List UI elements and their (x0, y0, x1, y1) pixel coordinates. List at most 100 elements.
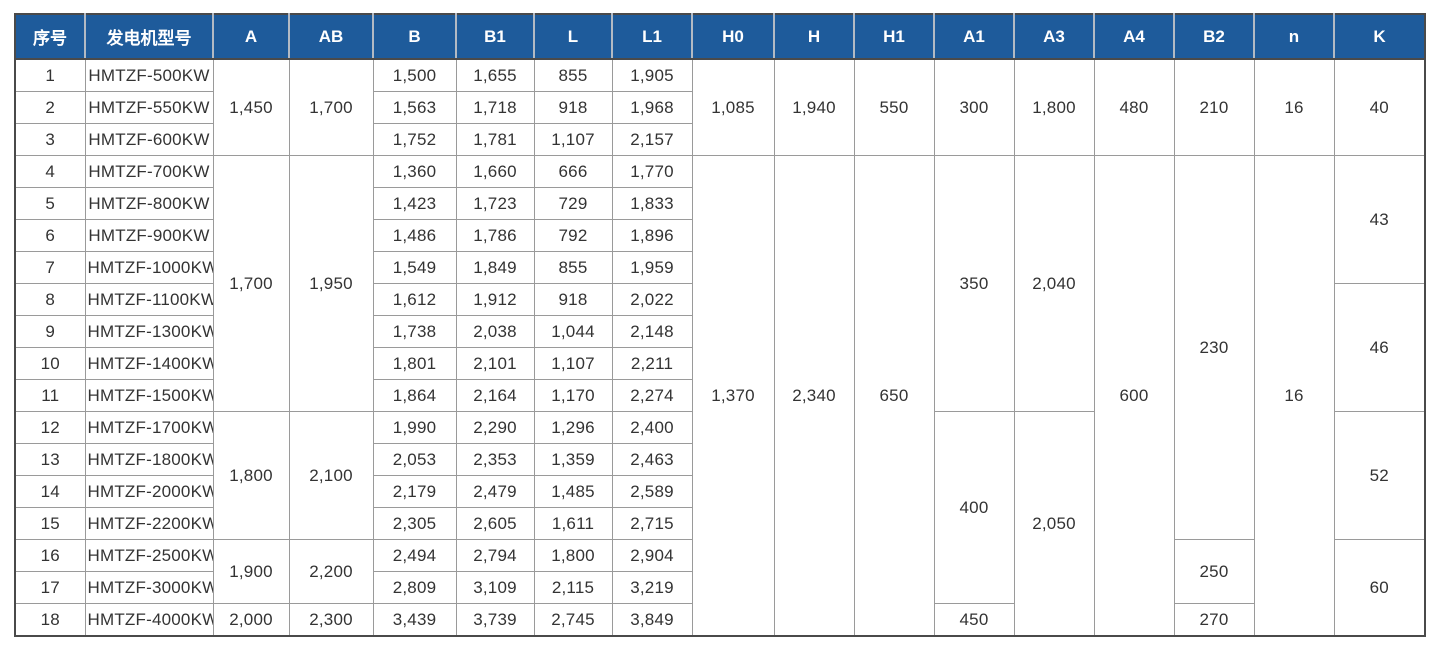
cell-B2: 270 (1173, 603, 1255, 637)
cell-B1: 3,109 (455, 571, 535, 604)
cell-index: 18 (14, 603, 86, 637)
cell-L: 1,107 (533, 123, 613, 156)
cell-A: 1,800 (212, 411, 290, 540)
cell-B1: 2,605 (455, 507, 535, 540)
cell-A3: 2,040 (1013, 155, 1095, 412)
table-row: 13 HMTZF-1800KW 2,053 2,353 1,359 2,463 (14, 443, 1425, 476)
table-row: 12 HMTZF-1700KW 1,800 2,100 1,990 2,290 1,296 2… (14, 411, 1426, 637)
cell-K: 60 (1333, 539, 1426, 637)
cell-L1: 1,968 (611, 91, 693, 124)
column-header-model: 发电机型号 (84, 14, 213, 60)
generator-dimensions-table: 序号 发电机型号 A AB B B1 L L1 H0 H H1 A1 A3 A4 B2 n K 1 HMTZF-5… (14, 13, 1426, 637)
cell-H0: 1,085 (691, 58, 775, 156)
cell-B1: 1,723 (455, 187, 535, 220)
cell-L1: 2,022 (611, 283, 693, 316)
cell-model: HMTZF-550KW (84, 91, 214, 124)
cell-B: 1,500 (372, 58, 457, 92)
column-header-A: A (212, 14, 289, 60)
cell-L: 1,296 (533, 411, 613, 444)
table-header: 序号 发电机型号 A AB B B1 L L1 H0 H H1 A1 A3 A4 B2 n K (15, 14, 1425, 60)
cell-model: HMTZF-900KW (84, 219, 214, 252)
cell-B: 1,801 (372, 347, 457, 380)
column-header-B: B (372, 14, 456, 60)
cell-B: 2,305 (372, 507, 457, 540)
cell-index: 14 (14, 475, 86, 508)
cell-n: 16 (1253, 155, 1335, 637)
cell-L1: 2,400 (611, 411, 693, 444)
cell-index: 7 (14, 251, 86, 284)
cell-model: HMTZF-600KW (84, 123, 214, 156)
cell-L: 666 (533, 155, 613, 188)
cell-index: 11 (14, 379, 86, 412)
column-header-H1: H1 (853, 14, 934, 60)
cell-index: 8 (14, 283, 86, 316)
cell-model: HMTZF-3000KW (84, 571, 214, 604)
cell-L: 1,800 (533, 539, 613, 572)
cell-H: 1,940 (773, 58, 855, 156)
column-header-AB: AB (288, 14, 373, 60)
table-row: 1 HMTZF-500KW 1,450 1,700 1,500 1,655 855 1,905… (14, 58, 1426, 156)
cell-H1: 650 (853, 155, 935, 637)
cell-B: 1,990 (372, 411, 457, 444)
cell-B1: 2,479 (455, 475, 535, 508)
cell-B: 1,752 (372, 123, 457, 156)
cell-index: 10 (14, 347, 86, 380)
cell-B: 2,053 (372, 443, 457, 476)
cell-L1: 2,463 (611, 443, 693, 476)
table-body: 1 HMTZF-500KW 1,450 1,700 1,500 1,655 855 1,905… (14, 58, 1426, 637)
cell-AB: 2,300 (288, 603, 374, 637)
table-row: 3 HMTZF-600KW 1,752 1,781 1,107 2,157 (14, 123, 1425, 156)
cell-model: HMTZF-700KW (84, 155, 214, 188)
cell-L1: 1,770 (611, 155, 693, 188)
cell-B: 1,423 (372, 187, 457, 220)
cell-A3: 2,050 (1013, 411, 1095, 637)
cell-L: 918 (533, 283, 613, 316)
cell-B: 1,563 (372, 91, 457, 124)
table-row: 8 HMTZF-1100KW 1,612 1,912 918 2,022 46 (14, 283, 1426, 412)
table-row: 11 HMTZF-1500KW 1,864 2,164 1,170 2,274 (14, 379, 1425, 412)
cell-A1: 350 (933, 155, 1015, 412)
cell-model: HMTZF-2500KW (84, 539, 214, 572)
cell-A1: 450 (933, 603, 1015, 637)
cell-model: HMTZF-1000KW (84, 251, 214, 284)
cell-L: 855 (533, 58, 613, 92)
cell-L: 918 (533, 91, 613, 124)
cell-index: 17 (14, 571, 86, 604)
column-header-B1: B1 (455, 14, 534, 60)
cell-A: 2,000 (212, 603, 290, 637)
cell-L1: 1,896 (611, 219, 693, 252)
cell-index: 16 (14, 539, 86, 572)
cell-K: 52 (1333, 411, 1426, 540)
cell-B1: 2,038 (455, 315, 535, 348)
cell-B2: 230 (1173, 155, 1255, 540)
cell-AB: 2,200 (288, 539, 374, 604)
cell-model: HMTZF-4000KW (84, 603, 214, 637)
cell-L1: 1,959 (611, 251, 693, 284)
cell-index: 6 (14, 219, 86, 252)
cell-index: 2 (14, 91, 86, 124)
cell-L1: 2,148 (611, 315, 693, 348)
cell-L1: 1,905 (611, 58, 693, 92)
cell-K: 46 (1333, 283, 1426, 412)
cell-L: 2,745 (533, 603, 613, 637)
table-row: 15 HMTZF-2200KW 2,305 2,605 1,611 2,715 (14, 507, 1425, 540)
cell-H1: 550 (853, 58, 935, 156)
cell-B1: 1,849 (455, 251, 535, 284)
cell-index: 9 (14, 315, 86, 348)
cell-B: 2,809 (372, 571, 457, 604)
cell-L1: 2,904 (611, 539, 693, 572)
cell-index: 4 (14, 155, 86, 188)
cell-L: 1,359 (533, 443, 613, 476)
table-row: 7 HMTZF-1000KW 1,549 1,849 855 1,959 (14, 251, 1425, 284)
cell-A1: 300 (933, 58, 1015, 156)
cell-L1: 2,589 (611, 475, 693, 508)
cell-A4: 480 (1093, 58, 1175, 156)
cell-L: 1,611 (533, 507, 613, 540)
column-header-A1: A1 (933, 14, 1014, 60)
cell-B: 1,864 (372, 379, 457, 412)
column-header-H: H (773, 14, 854, 60)
cell-model: HMTZF-1700KW (84, 411, 214, 444)
cell-B1: 2,794 (455, 539, 535, 572)
cell-A: 1,900 (212, 539, 290, 604)
cell-model: HMTZF-2000KW (84, 475, 214, 508)
